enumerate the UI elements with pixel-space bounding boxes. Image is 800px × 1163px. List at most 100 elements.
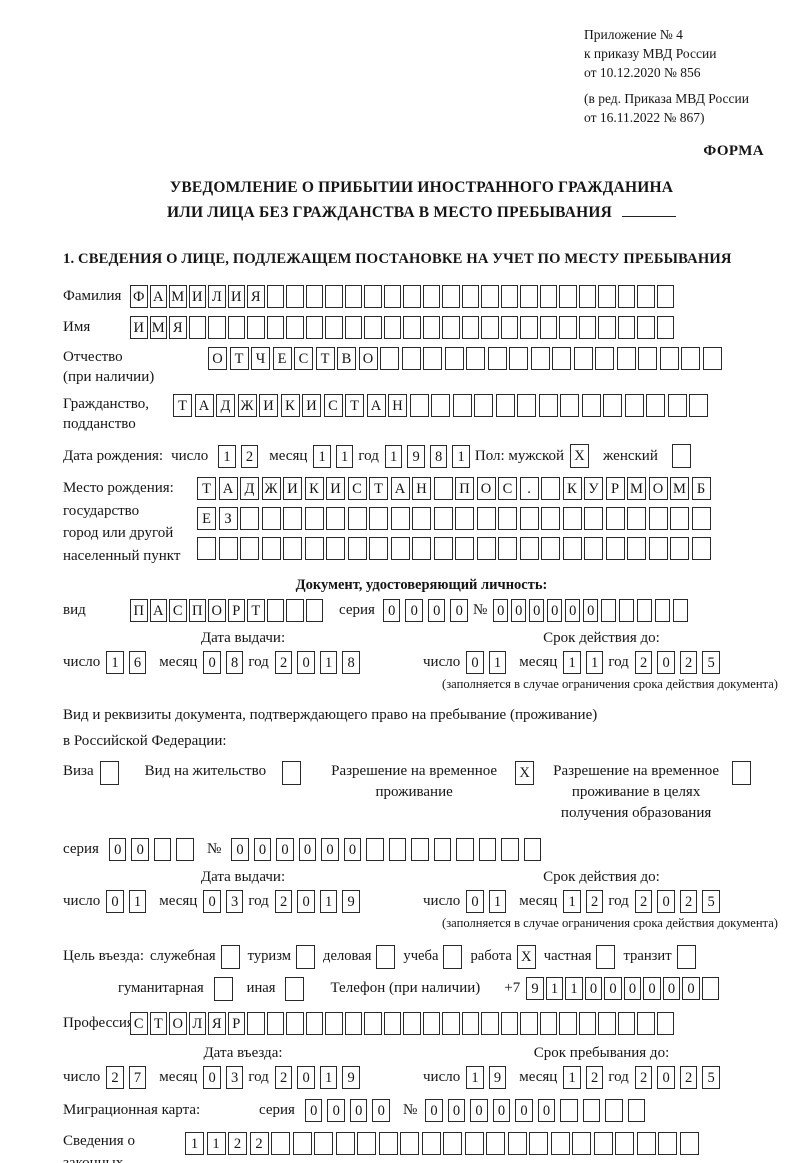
birth-place-char-box[interactable]	[390, 537, 410, 561]
birth-place-char-box[interactable]: И	[283, 477, 302, 501]
valid-year-box[interactable]: 5	[702, 651, 720, 675]
resid-num-box[interactable]	[501, 837, 519, 861]
birth-place-char-box[interactable]	[455, 537, 474, 561]
resid-issue-year-box[interactable]: 1	[319, 889, 338, 913]
birth-place-char-box[interactable]	[605, 537, 625, 561]
birth-place-char-box[interactable]	[562, 507, 582, 531]
birth-month-box[interactable]: 1	[313, 444, 331, 468]
legal-rep-char-box[interactable]	[443, 1131, 462, 1155]
given-name-char-box[interactable]	[383, 316, 401, 340]
entry-year-box[interactable]: 0	[297, 1065, 315, 1089]
doc-type-char-box[interactable]	[286, 599, 304, 623]
patronymic-char-box[interactable]: Е	[272, 347, 292, 371]
migration-seria-box[interactable]: 0	[327, 1098, 345, 1122]
citizenship-char-box[interactable]	[624, 393, 644, 417]
birth-place-char-box[interactable]	[433, 507, 453, 531]
profession-char-box[interactable]	[637, 1011, 655, 1035]
birth-place-char-box[interactable]	[584, 537, 603, 561]
migration-num-box[interactable]	[560, 1098, 578, 1122]
legal-rep-char-box[interactable]	[572, 1131, 591, 1155]
citizenship-char-box[interactable]: Д	[216, 393, 235, 417]
citizenship-char-box[interactable]	[689, 393, 708, 417]
resid-issue-year-box[interactable]: 9	[342, 889, 360, 913]
birth-place-char-box[interactable]	[218, 537, 238, 561]
given-name-char-box[interactable]	[559, 316, 577, 340]
profession-char-box[interactable]: Л	[188, 1011, 206, 1035]
profession-char-box[interactable]: С	[130, 1011, 148, 1035]
valid-year-box[interactable]: 0	[657, 651, 675, 675]
phone-digit-box[interactable]: 0	[604, 977, 622, 1001]
phone-digit-box[interactable]: 0	[623, 977, 642, 1001]
birth-place-char-box[interactable]	[369, 507, 388, 531]
birth-place-char-box[interactable]	[519, 507, 539, 531]
patronymic-char-box[interactable]	[509, 347, 528, 371]
birth-place-char-box[interactable]	[691, 507, 711, 531]
migration-seria-box[interactable]: 0	[304, 1098, 323, 1122]
entry-month-box[interactable]: 3	[225, 1065, 244, 1089]
legal-rep-char-box[interactable]	[292, 1131, 312, 1155]
phone-digit-box[interactable]: 9	[526, 977, 544, 1001]
patronymic-char-box[interactable]	[681, 347, 700, 371]
birth-place-char-box[interactable]	[412, 507, 431, 531]
birth-place-char-box[interactable]	[627, 507, 646, 531]
title-blank-field[interactable]	[622, 203, 677, 218]
given-name-char-box[interactable]	[656, 316, 674, 340]
surname-char-box[interactable]	[617, 285, 635, 309]
surname-char-box[interactable]	[422, 285, 440, 309]
stay-year-box[interactable]: 5	[702, 1065, 720, 1089]
resid-valid-month-box[interactable]: 2	[585, 889, 604, 913]
birth-place-char-box[interactable]	[347, 507, 367, 531]
birth-place-char-box[interactable]	[261, 507, 281, 531]
issue-month-box[interactable]: 0	[203, 651, 221, 675]
phone-digit-box[interactable]	[701, 977, 720, 1001]
citizenship-char-box[interactable]	[667, 393, 687, 417]
checkbox[interactable]	[296, 944, 316, 969]
birth-place-char-box[interactable]	[347, 537, 367, 561]
surname-char-box[interactable]	[344, 285, 362, 309]
issue-year-box[interactable]: 1	[319, 651, 338, 675]
checkbox[interactable]	[220, 944, 240, 969]
entry-year-box[interactable]: 2	[274, 1065, 293, 1089]
birth-place-char-box[interactable]	[584, 507, 603, 531]
citizenship-char-box[interactable]: А	[194, 393, 214, 417]
citizenship-char-box[interactable]	[431, 393, 450, 417]
doc-num-box[interactable]	[619, 599, 635, 623]
profession-char-box[interactable]	[481, 1011, 499, 1035]
resid-num-box[interactable]	[388, 837, 407, 861]
birth-place-char-box[interactable]: П	[455, 477, 474, 501]
given-name-char-box[interactable]: И	[130, 316, 148, 340]
given-name-char-box[interactable]	[403, 316, 421, 340]
resid-num-box[interactable]: 0	[321, 837, 339, 861]
checkbox[interactable]	[676, 944, 696, 969]
checkbox[interactable]	[596, 944, 616, 969]
doc-seria-box[interactable]: 0	[382, 599, 401, 623]
profession-char-box[interactable]	[520, 1011, 538, 1035]
checkbox[interactable]	[732, 760, 752, 785]
birth-place-char-box[interactable]	[283, 507, 302, 531]
surname-char-box[interactable]: Ф	[130, 285, 148, 309]
given-name-char-box[interactable]	[617, 316, 635, 340]
birth-year-box[interactable]: 8	[429, 444, 448, 468]
birth-place-char-box[interactable]: И	[326, 477, 345, 501]
migration-num-box[interactable]: 0	[425, 1098, 443, 1122]
patronymic-char-box[interactable]	[552, 347, 571, 371]
citizenship-char-box[interactable]	[474, 393, 493, 417]
legal-rep-char-box[interactable]: 1	[185, 1131, 204, 1155]
checkbox[interactable]: X	[516, 944, 536, 969]
phone-digit-box[interactable]: 1	[545, 977, 564, 1001]
surname-char-box[interactable]	[305, 285, 323, 309]
birth-place-char-box[interactable]: А	[390, 477, 410, 501]
doc-num-box[interactable]	[601, 599, 617, 623]
phone-digit-box[interactable]: 0	[662, 977, 681, 1001]
doc-num-box[interactable]	[655, 599, 671, 623]
citizenship-char-box[interactable]: И	[302, 393, 321, 417]
surname-char-box[interactable]	[520, 285, 538, 309]
legal-rep-char-box[interactable]	[400, 1131, 419, 1155]
given-name-char-box[interactable]	[442, 316, 460, 340]
citizenship-char-box[interactable]: Н	[388, 393, 407, 417]
legal-rep-char-box[interactable]	[378, 1131, 398, 1155]
surname-char-box[interactable]	[598, 285, 616, 309]
surname-char-box[interactable]	[481, 285, 499, 309]
phone-digit-box[interactable]: 0	[643, 977, 661, 1001]
citizenship-char-box[interactable]: Т	[345, 393, 364, 417]
